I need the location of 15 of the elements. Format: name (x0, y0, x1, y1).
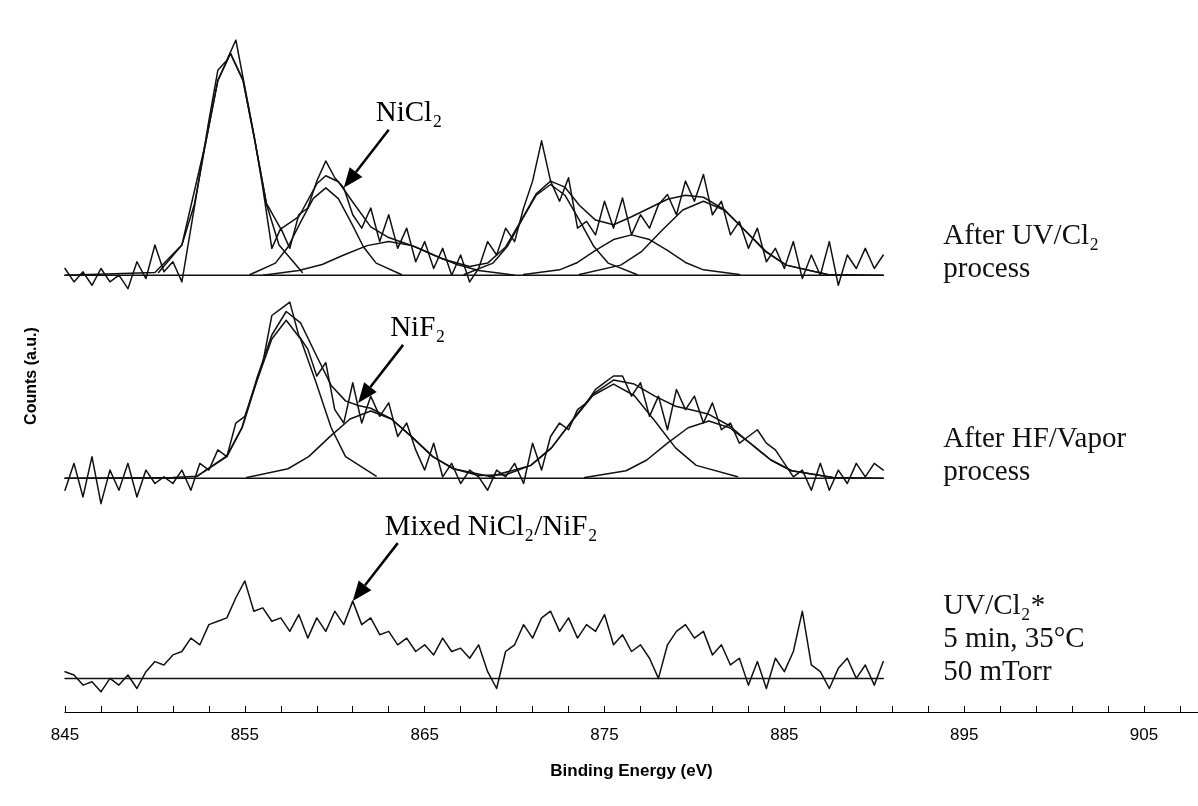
x-tick-label: 845 (50, 725, 80, 744)
annotation: Mixed NiCl₂/NiF₂ (384, 508, 598, 541)
annotation: NiCl₂ (375, 95, 443, 128)
x-tick-label: 875 (590, 725, 619, 744)
text: After UV/Cl₂ process (943, 217, 1100, 283)
annotation: NiF₂ (390, 310, 446, 343)
text: UV/Cl₂* 5 min, 35°C 50 mTorr (943, 587, 1085, 686)
x-tick-label: 855 (230, 725, 260, 744)
y-axis-title: Counts (a.u.) (21, 327, 39, 425)
x-tick-label: 905 (1129, 725, 1159, 744)
text: After HF/Vapor process (943, 420, 1127, 486)
x-tick-label: 885 (770, 725, 799, 744)
x-tick-label: 895 (950, 725, 979, 744)
x-axis-title: Binding Energy (eV) (550, 761, 713, 780)
x-tick-label: 865 (410, 725, 439, 744)
